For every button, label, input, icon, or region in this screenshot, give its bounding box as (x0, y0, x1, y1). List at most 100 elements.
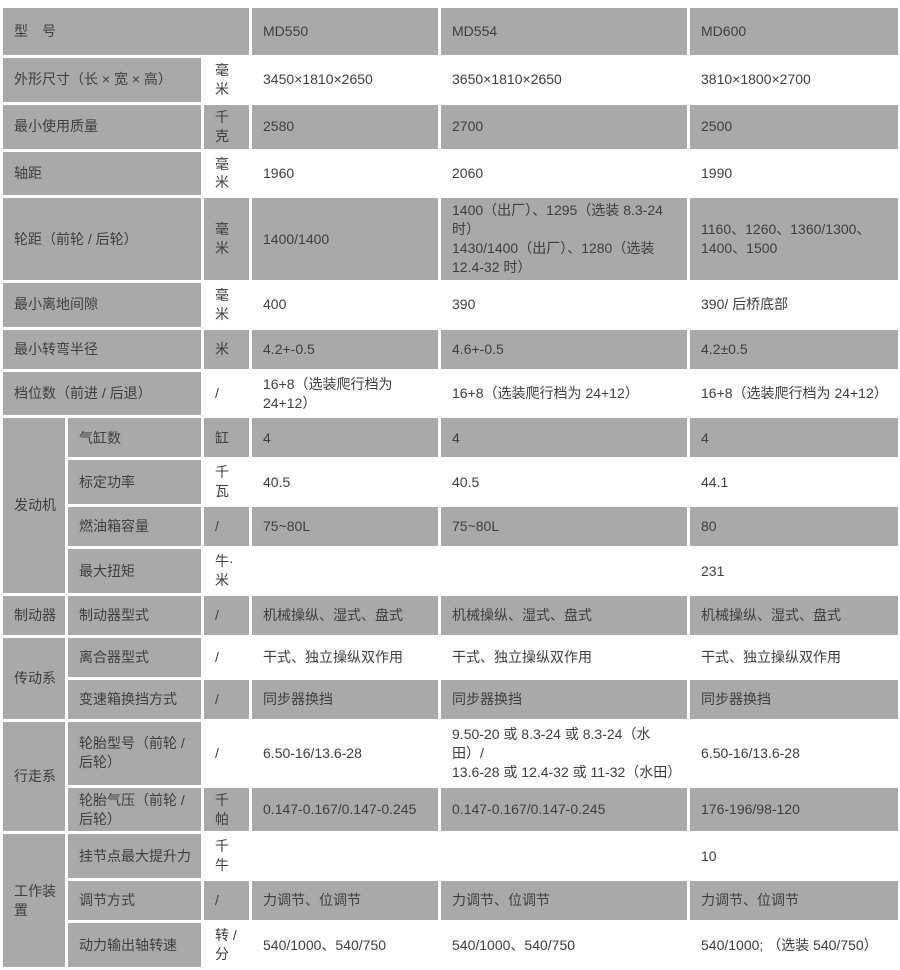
value-md600: 6.50-16/13.6-28 (701, 744, 800, 761)
value-md550: 3450×1810×2650 (263, 71, 373, 88)
row-label: 动力输出轴转速 (68, 923, 201, 968)
value-md550: 6.50-16/13.6-28 (263, 744, 362, 761)
unit-cell: / (215, 649, 219, 666)
value-md554: 0.147-0.167/0.147-0.245 (441, 787, 688, 832)
value-md554: 同步器换挡 (441, 680, 688, 720)
row-gearbox-shift: 变速箱换挡方式 / 同步器换挡 同步器换挡 同步器换挡 (3, 680, 899, 720)
row-turning-radius: 最小转弯半径 米 4.2+-0.5 4.6+-0.5 4.2±0.5 (3, 329, 899, 369)
row-label: 标定功率 (68, 460, 201, 505)
value-md600: 2500 (690, 104, 899, 149)
value-md600: 44.1 (701, 473, 729, 490)
row-tire-pressure: 轮胎气压（前轮 / 后轮） 千帕 0.147-0.167/0.147-0.245… (3, 787, 899, 832)
spec-table: 型 号 MD550 MD554 MD600 外形尺寸（长 × 宽 × 高） 毫米… (0, 5, 900, 970)
value-md600: 80 (690, 507, 899, 547)
unit-cell: / (204, 680, 250, 720)
value-md550 (252, 834, 438, 878)
value-md600: 4 (690, 418, 899, 458)
value-md550: 1400/1400 (252, 198, 439, 280)
value-md550: 1960 (263, 165, 295, 181)
unit-cell: 缸 (204, 418, 250, 458)
value-md600: 干式、独立操纵双作用 (701, 649, 842, 666)
row-adjustment-mode: 调节方式 / 力调节、位调节 力调节、位调节 力调节、位调节 (3, 881, 899, 921)
row-gears: 档位数（前进 / 后退） / 16+8（选装爬行档为 24+12） 16+8（选… (3, 371, 898, 416)
value-md550: 540/1000、540/750 (263, 936, 387, 953)
unit-cell: 米 (204, 329, 250, 369)
value-md550: 力调节、位调节 (252, 881, 439, 921)
unit-cell: 毫米 (215, 286, 229, 322)
group-running-gear: 行走系 (3, 722, 65, 832)
value-md554: 390 (452, 296, 476, 313)
value-md600: 同步器换挡 (690, 680, 899, 720)
value-md600: 231 (701, 562, 725, 579)
value-md550: 40.5 (263, 473, 291, 490)
row-wheel-track: 轮距（前轮 / 后轮） 毫米 1400/1400 1400（出厂）、1295（选… (3, 198, 899, 280)
row-fuel-tank: 燃油箱容量 / 75~80L 75~80L 80 (3, 507, 899, 547)
value-md554 (441, 549, 687, 593)
value-md550: 同步器换挡 (252, 680, 439, 720)
unit-cell: 毫米 (215, 155, 229, 191)
model-name-md550: MD550 (252, 8, 439, 55)
value-md554 (441, 834, 687, 878)
value-md554: 4.6+-0.5 (441, 329, 688, 369)
row-label: 最小使用质量 (3, 104, 201, 149)
row-min-weight: 最小使用质量 千克 2580 2700 2500 (3, 104, 899, 149)
row-label: 最大扭矩 (68, 549, 201, 594)
group-engine: 发动机 (3, 418, 65, 594)
group-working-device: 工作装置 (3, 834, 65, 968)
unit-cell: / (204, 881, 250, 921)
value-md554: 40.5 (452, 473, 480, 490)
row-label: 制动器型式 (68, 596, 201, 636)
row-label: 挂节点最大提升力 (68, 834, 201, 879)
unit-cell: 毫米 (215, 62, 229, 97)
value-md554: 2700 (441, 104, 688, 149)
row-ground-clearance: 最小离地间隙 毫米 400 390 390/ 后桥底部 (3, 282, 898, 327)
unit-cell: 千克 (204, 104, 250, 149)
row-label: 轮胎型号（前轮 / 后轮） (68, 722, 201, 785)
row-rated-power: 标定功率 千瓦 40.5 40.5 44.1 (3, 460, 898, 505)
value-md600: 390/ 后桥底部 (701, 296, 789, 313)
value-md554: 机械操纵、湿式、盘式 (441, 596, 688, 636)
row-label: 档位数（前进 / 后退） (3, 371, 201, 416)
unit-cell: / (215, 744, 219, 761)
row-label: 最小离地间隙 (3, 282, 201, 327)
value-md554: 3650×1810×2650 (452, 71, 562, 88)
value-md600: 1160、1260、1360/1300、 1400、1500 (690, 198, 899, 280)
value-md600: 1990 (701, 165, 733, 181)
model-header-label: 型 号 (3, 8, 250, 55)
row-label: 燃油箱容量 (68, 507, 201, 547)
group-brake: 制动器 (3, 596, 65, 636)
value-md554: 75~80L (441, 507, 688, 547)
value-md550 (252, 549, 438, 593)
value-md550: 16+8（选装爬行档为 24+12） (263, 375, 393, 411)
row-label: 气缸数 (68, 418, 201, 458)
value-md554: 2060 (452, 165, 484, 181)
unit-cell: 千牛 (215, 838, 229, 874)
value-md600: 10 (701, 847, 717, 864)
row-label: 轮胎气压（前轮 / 后轮） (68, 787, 201, 832)
value-md600: 力调节、位调节 (690, 881, 899, 921)
unit-cell: 千瓦 (215, 464, 229, 500)
value-md550: 0.147-0.167/0.147-0.245 (252, 787, 439, 832)
value-md554: 力调节、位调节 (441, 881, 688, 921)
value-md550: 400 (263, 296, 287, 313)
row-label: 外形尺寸（长 × 宽 × 高） (3, 58, 201, 102)
row-clutch-type: 传动系 离合器型式 / 干式、独立操纵双作用 干式、独立操纵双作用 干式、独立操… (3, 638, 898, 720)
unit-cell: 千帕 (204, 787, 250, 832)
model-name-md554: MD554 (441, 8, 688, 55)
value-md600: 176-196/98-120 (690, 787, 899, 832)
row-brake-type: 制动器 制动器型式 / 机械操纵、湿式、盘式 机械操纵、湿式、盘式 机械操纵、湿… (3, 596, 899, 636)
row-wheelbase: 轴距 毫米 1960 2060 1990 (3, 151, 898, 196)
row-label: 离合器型式 (68, 638, 201, 678)
value-md550: 4 (252, 418, 439, 458)
header-row: 型 号 MD550 MD554 MD600 (3, 8, 899, 55)
value-md550: 4.2+-0.5 (252, 329, 439, 369)
model-name-md600: MD600 (690, 8, 899, 55)
unit-cell: / (215, 385, 219, 402)
row-pto-speed: 动力输出轴转速 转 / 分 540/1000、540/750 540/1000、… (3, 923, 898, 968)
unit-cell: / (204, 596, 250, 636)
group-transmission: 传动系 (3, 638, 65, 720)
row-tire-model: 行走系 轮胎型号（前轮 / 后轮） / 6.50-16/13.6-28 9.50… (3, 722, 898, 832)
unit-cell: / (204, 507, 250, 547)
row-label: 调节方式 (68, 881, 201, 921)
row-label: 变速箱换挡方式 (68, 680, 201, 720)
